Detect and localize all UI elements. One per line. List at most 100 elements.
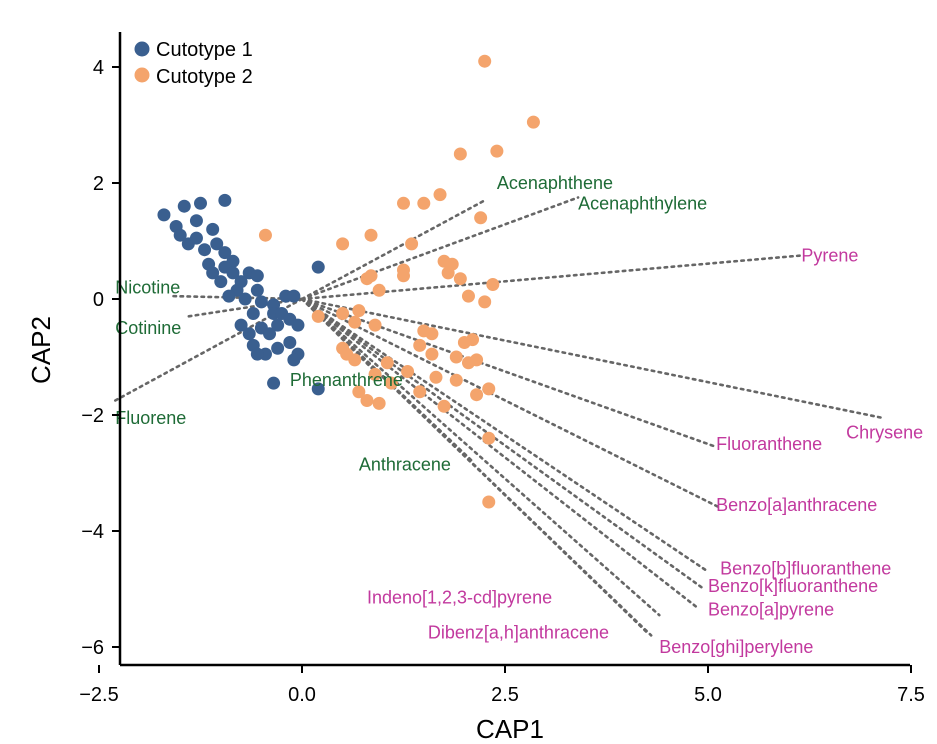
- point-cutotype-1: [271, 341, 285, 355]
- point-cutotype-1: [157, 208, 171, 222]
- point-cutotype-2: [352, 385, 366, 399]
- point-cutotype-1: [291, 318, 305, 332]
- point-cutotype-2: [397, 263, 410, 277]
- point-cutotype-1: [311, 382, 325, 396]
- y-tick-label: 4: [93, 57, 104, 79]
- point-cutotype-1: [206, 266, 220, 280]
- point-cutotype-1: [173, 228, 187, 242]
- point-cutotype-1: [254, 295, 268, 309]
- point-cutotype-1: [238, 292, 252, 306]
- vector-indeno-1-2-3-cd-pyrene: [300, 297, 661, 617]
- vector-label-acenaphthylene: Acenaphthylene: [578, 193, 707, 213]
- x-tick-label: 7.5: [897, 684, 925, 706]
- vector-label-nicotine: Nicotine: [115, 277, 180, 297]
- y-ticks: −6 −4 −2 0 2 4: [81, 57, 120, 659]
- x-tick-label: 0.0: [288, 684, 316, 706]
- point-cutotype-1: [287, 353, 301, 367]
- point-cutotype-2: [466, 333, 480, 347]
- vector-label-benzo-b-fluoranthene: Benzo[b]fluoranthene: [720, 559, 891, 579]
- y-tick-label: 0: [93, 289, 104, 311]
- point-cutotype-1: [214, 275, 228, 289]
- point-layer: [157, 54, 540, 509]
- point-cutotype-1: [246, 307, 260, 320]
- vector-benzo-k-fluoranthene: [300, 297, 706, 591]
- x-tick-label: 2.5: [491, 684, 519, 706]
- point-cutotype-2: [311, 309, 325, 323]
- point-cutotype-1: [194, 196, 207, 210]
- point-cutotype-2: [417, 196, 431, 210]
- point-cutotype-2: [348, 315, 362, 329]
- vector-label-phenanthrene: Phenanthrene: [290, 370, 403, 390]
- point-cutotype-2: [397, 196, 410, 210]
- point-cutotype-1: [250, 283, 264, 297]
- point-cutotype-2: [413, 385, 427, 399]
- point-cutotype-2: [437, 399, 451, 413]
- vector-label-benzo-a-pyrene: Benzo[a]pyrene: [708, 599, 834, 619]
- point-cutotype-1: [250, 347, 264, 361]
- point-cutotype-2: [490, 144, 504, 158]
- y-axis-label: CAP2: [26, 316, 56, 384]
- vector-chrysene: [300, 297, 884, 420]
- vector-label-acenaphthene: Acenaphthene: [497, 173, 613, 193]
- vector-label-cotinine: Cotinine: [115, 318, 181, 338]
- point-cutotype-2: [413, 338, 427, 352]
- point-cutotype-2: [368, 367, 382, 381]
- x-tick-label: −2.5: [79, 684, 118, 706]
- point-cutotype-2: [441, 266, 455, 280]
- y-tick-label: −4: [81, 521, 104, 543]
- vector-benzo-a-pyrene: [300, 297, 698, 608]
- point-cutotype-2: [372, 283, 386, 297]
- point-cutotype-2: [384, 376, 398, 390]
- point-cutotype-1: [210, 237, 224, 251]
- point-cutotype-2: [258, 228, 272, 242]
- point-cutotype-2: [364, 228, 378, 242]
- point-cutotype-2: [348, 353, 362, 367]
- point-cutotype-2: [482, 495, 496, 509]
- point-cutotype-2: [470, 353, 484, 367]
- legend-marker-cutotype-1: [134, 41, 150, 57]
- point-cutotype-1: [226, 266, 240, 280]
- point-cutotype-2: [482, 431, 496, 445]
- vector-benzo-b-fluoranthene: [300, 297, 710, 573]
- x-axis-label: CAP1: [476, 714, 544, 744]
- point-cutotype-1: [283, 336, 297, 349]
- point-cutotype-2: [336, 237, 350, 251]
- point-cutotype-2: [360, 272, 374, 286]
- vector-label-pyrene: Pyrene: [801, 246, 858, 266]
- point-cutotype-1: [218, 193, 232, 207]
- vector-acenaphthene: [300, 199, 487, 301]
- y-tick-label: 2: [93, 173, 104, 195]
- point-cutotype-1: [250, 269, 264, 283]
- vector-label-chrysene: Chrysene: [846, 422, 923, 442]
- vector-cotinine: [187, 297, 304, 318]
- point-cutotype-1: [206, 222, 220, 236]
- vector-label-benzo-a-anthracene: Benzo[a]anthracene: [716, 495, 877, 515]
- point-cutotype-1: [234, 318, 248, 332]
- axes: [118, 32, 910, 667]
- point-cutotype-1: [242, 327, 256, 341]
- point-cutotype-2: [401, 365, 415, 378]
- point-cutotype-2: [461, 289, 475, 303]
- point-cutotype-1: [189, 214, 203, 228]
- vector-label-fluorene: Fluorene: [115, 408, 186, 428]
- point-cutotype-2: [368, 318, 382, 332]
- point-cutotype-2: [429, 370, 443, 384]
- point-cutotype-2: [433, 188, 447, 202]
- point-cutotype-2: [360, 394, 374, 407]
- point-cutotype-1: [189, 231, 203, 245]
- point-cutotype-1: [218, 246, 232, 260]
- point-cutotype-2: [425, 327, 439, 341]
- point-cutotype-1: [311, 260, 325, 274]
- point-cutotype-2: [526, 115, 540, 129]
- point-cutotype-2: [486, 278, 500, 291]
- point-cutotype-1: [222, 289, 236, 303]
- legend-label-cutotype-2: Cutotype 2: [156, 66, 253, 88]
- point-cutotype-2: [405, 237, 419, 251]
- point-cutotype-2: [380, 356, 394, 370]
- vector-label-indeno-1-2-3-cd-pyrene: Indeno[1,2,3-cd]pyrene: [367, 588, 552, 608]
- point-cutotype-2: [474, 211, 488, 225]
- point-cutotype-2: [478, 54, 492, 68]
- vector-label-benzo-ghi-perylene: Benzo[ghi]perylene: [659, 637, 813, 657]
